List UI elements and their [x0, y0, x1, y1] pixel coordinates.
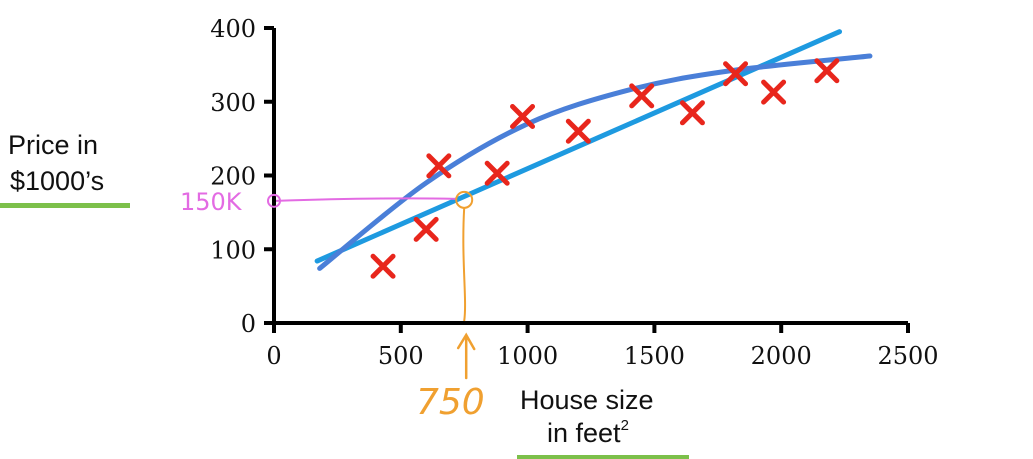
y-tick-label: 400 [210, 15, 256, 43]
data-point-x-mark [723, 61, 749, 87]
y-tick-label: 100 [210, 236, 256, 264]
data-point-x-mark [413, 216, 439, 242]
data-point-x-mark [426, 153, 452, 179]
axes: 0 500 1000 1500 2000 2500 0 100 200 300 400 [210, 15, 938, 370]
x-tick-label: 2500 [877, 342, 938, 370]
x-tick-label: 1000 [497, 342, 558, 370]
data-point-x-mark [761, 79, 787, 105]
y-label-underline [0, 203, 130, 208]
data-points [370, 58, 840, 279]
data-point-x-mark [679, 100, 705, 126]
annotation-x-value-label: 750 [416, 382, 485, 423]
annotations: 150K 750 [180, 188, 485, 423]
x-label-underline [517, 455, 689, 459]
x-tick-label: 1500 [624, 342, 685, 370]
x-tick-label: 500 [378, 342, 424, 370]
y-tick-label: 300 [210, 89, 256, 117]
x-axis-label-line1: House size [520, 385, 654, 415]
annotation-y-value-label: 150K [180, 188, 243, 216]
x-axis-label-line2: in feet2 [547, 417, 629, 448]
x-tick-label: 2000 [751, 342, 812, 370]
annotation-orange-line [462, 207, 467, 322]
annotation-orange-arrow [456, 332, 476, 380]
quadratic-fit-curve [317, 53, 873, 271]
data-point-x-mark [484, 160, 510, 186]
annotation-pink-circle [267, 193, 281, 208]
data-point-x-mark [629, 83, 655, 109]
y-tick-label: 200 [210, 163, 256, 191]
data-point-x-mark [565, 118, 591, 144]
y-axis-label-line2: $1000’s [10, 166, 104, 196]
fit-lines [314, 29, 873, 271]
y-axis-label-line1: Price in [8, 130, 98, 160]
annotation-pink-line [275, 197, 457, 202]
x-tick-label: 0 [266, 342, 281, 370]
data-point-x-mark [510, 104, 536, 129]
data-point-x-mark [814, 58, 840, 84]
y-tick-label: 0 [241, 310, 256, 338]
data-point-x-mark [370, 253, 396, 279]
